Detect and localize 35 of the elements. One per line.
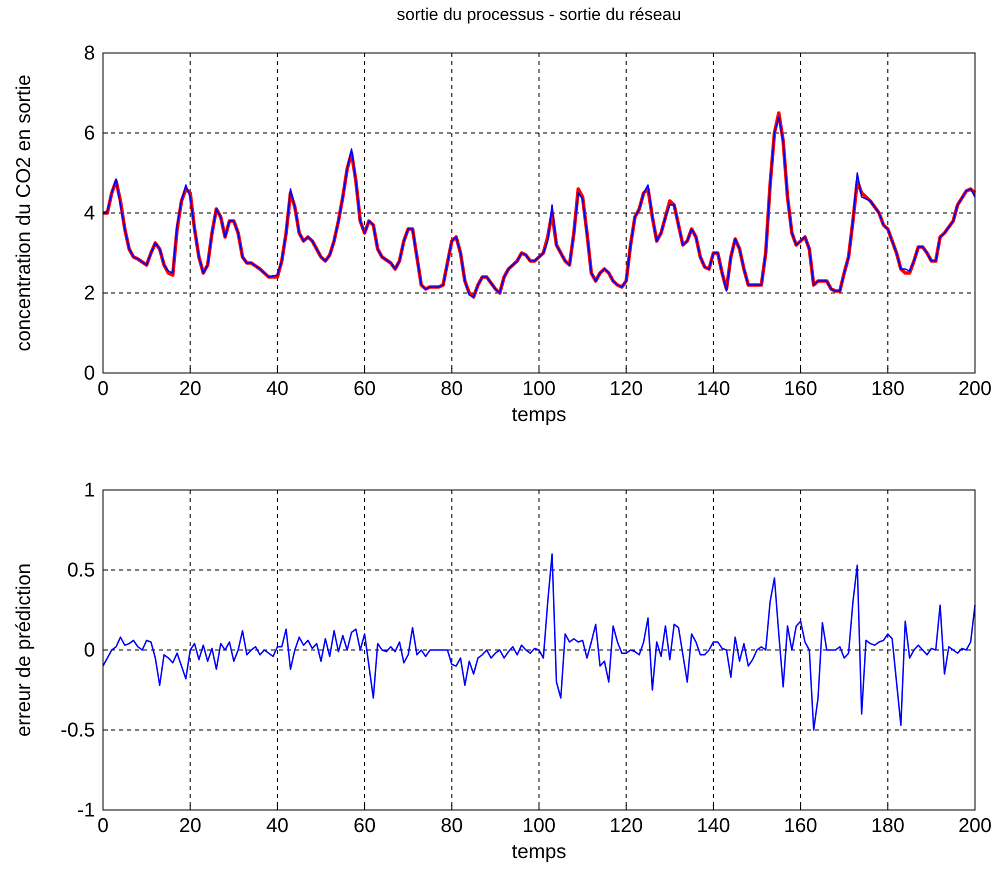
y-axis-title: erreur de prédiction — [13, 563, 35, 737]
y-tick-label: 4 — [84, 202, 95, 224]
x-tick-label: 40 — [266, 378, 289, 400]
y-tick-label: -1 — [77, 799, 95, 822]
x-tick-label: 100 — [522, 378, 556, 400]
x-axis-title: temps — [512, 841, 566, 863]
y-tick-label: 1 — [84, 479, 95, 502]
x-tick-label: 40 — [266, 815, 289, 838]
y-tick-label: 8 — [84, 42, 95, 64]
x-tick-label: 60 — [353, 815, 376, 838]
x-tick-label: 120 — [610, 815, 643, 838]
x-tick-label: 20 — [179, 378, 202, 400]
x-tick-label: 200 — [958, 815, 992, 838]
y-tick-label: -0.5 — [60, 719, 95, 742]
x-axis-title: temps — [512, 404, 566, 426]
x-tick-label: 80 — [440, 815, 463, 838]
x-tick-label: 140 — [696, 378, 730, 400]
x-tick-label: 100 — [522, 815, 556, 838]
y-tick-label: 0.5 — [67, 559, 95, 582]
y-tick-label: 0 — [84, 362, 95, 384]
x-tick-label: 60 — [353, 378, 376, 400]
x-tick-label: 180 — [871, 378, 904, 400]
chart-title: sortie du processus - sortie du réseau — [396, 5, 682, 24]
y-tick-label: 0 — [84, 639, 95, 662]
x-tick-label: 200 — [958, 378, 992, 400]
y-tick-label: 6 — [84, 122, 95, 144]
x-tick-label: 120 — [610, 378, 643, 400]
x-tick-label: 140 — [696, 815, 730, 838]
y-tick-label: 2 — [84, 282, 95, 304]
x-tick-label: 180 — [871, 815, 904, 838]
x-tick-label: 20 — [179, 815, 202, 838]
x-tick-label: 160 — [784, 378, 818, 400]
y-axis-title: concentration du CO2 en sortie — [13, 74, 35, 352]
x-tick-label: 160 — [784, 815, 818, 838]
x-tick-label: 80 — [440, 378, 463, 400]
